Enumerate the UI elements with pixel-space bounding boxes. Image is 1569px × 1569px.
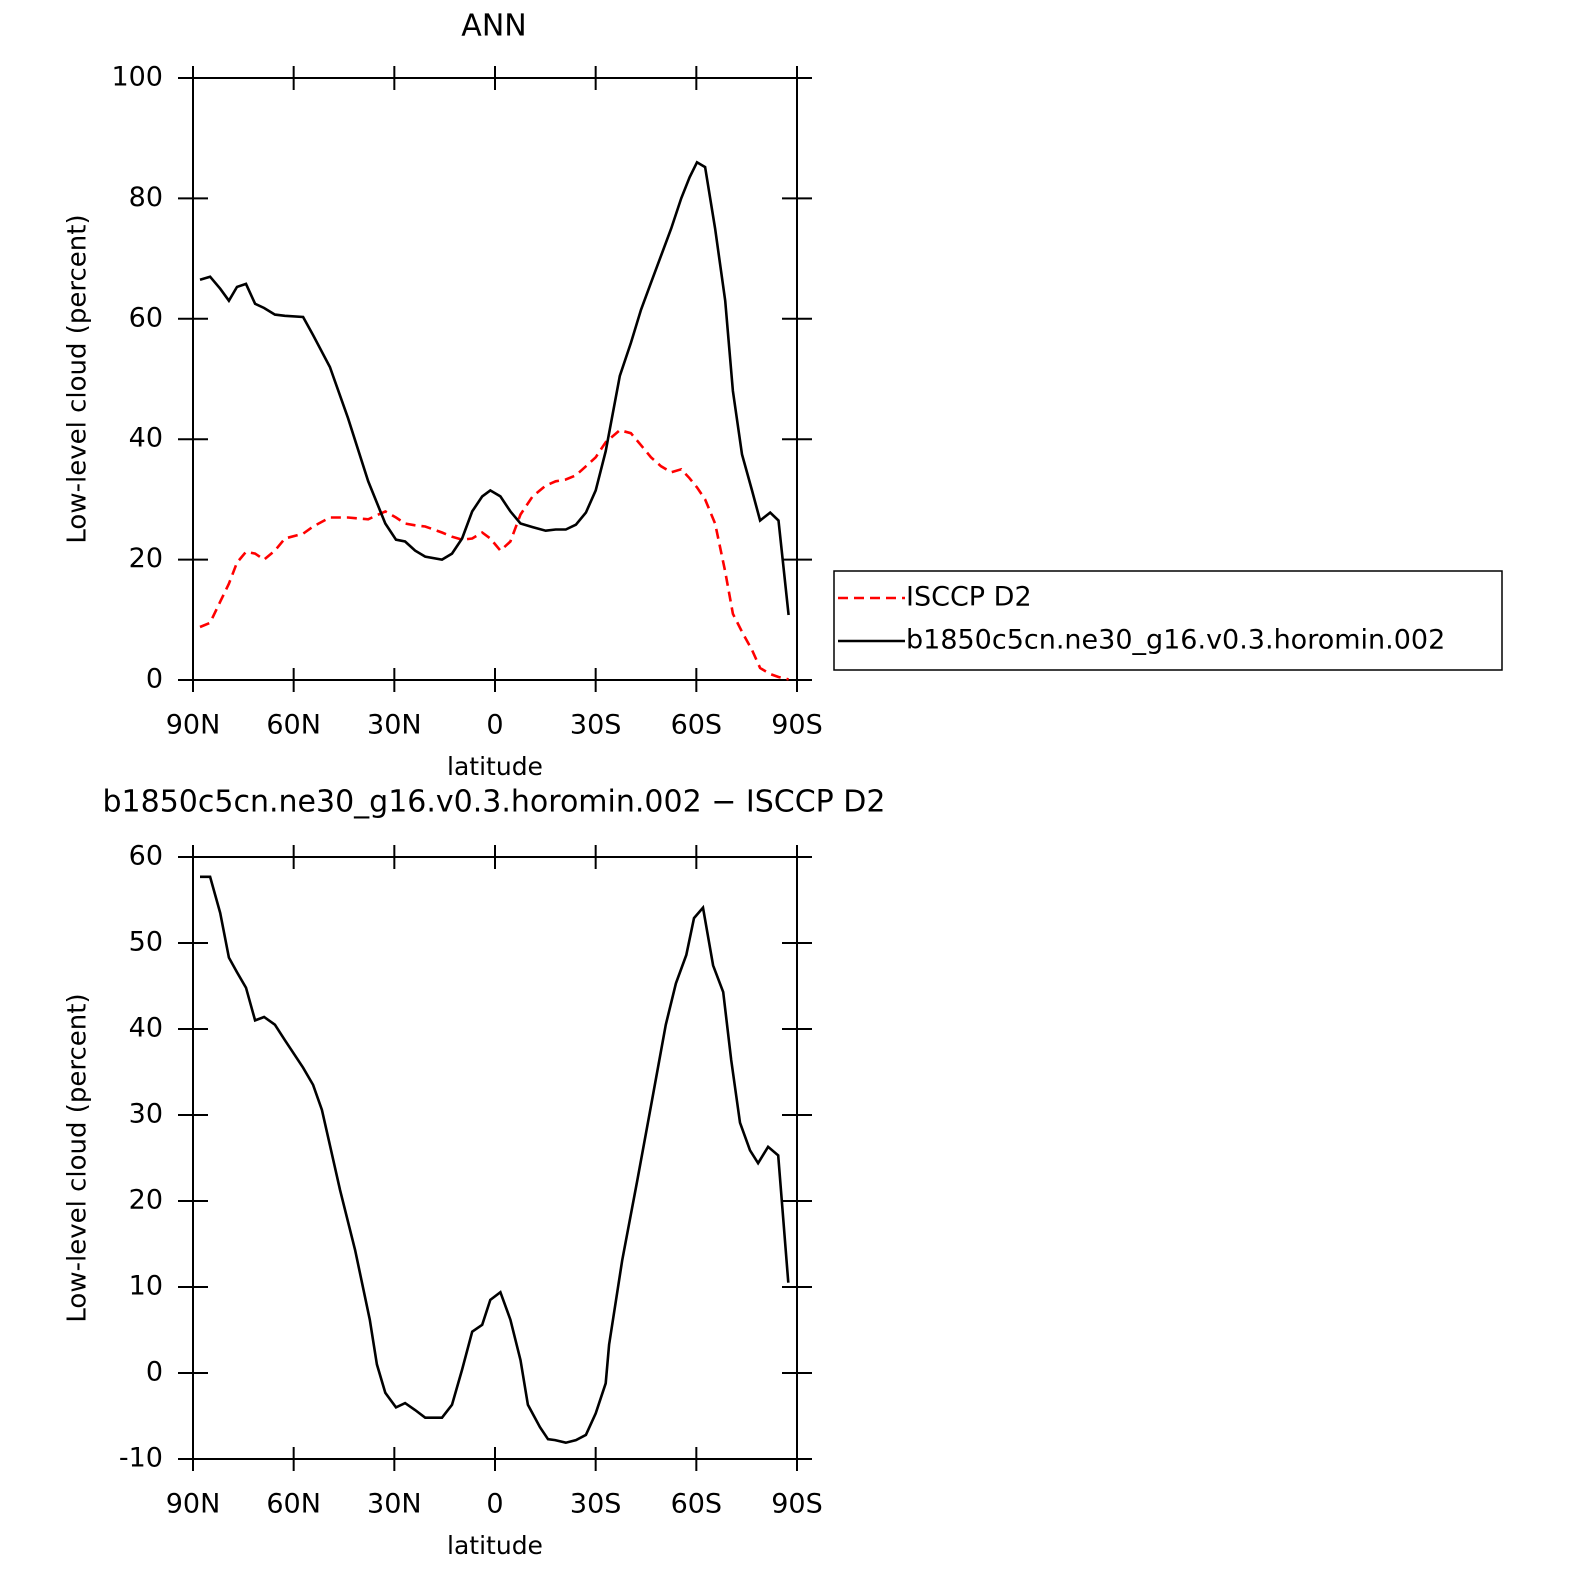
y-tick-label: 0 [146,1357,163,1388]
x-axis-label: latitude [447,1531,543,1560]
y-axis-label: Low-level cloud (percent) [63,993,93,1322]
x-tick-label: 60S [671,1489,723,1520]
y-tick-label: 80 [129,182,163,213]
legend-box [833,570,1503,671]
y-tick-label: 30 [129,1099,163,1130]
x-tick-label: 90S [771,1489,823,1520]
x-tick-label: 90N [166,1489,221,1520]
x-tick-label: 60N [266,1489,321,1520]
legend-label: b1850c5cn.ne30_g16.v0.3.horomin.002 [906,625,1445,656]
x-tick-label: 60S [671,710,723,741]
y-tick-label: 60 [129,302,163,333]
x-tick-label: 30S [570,1489,622,1520]
x-tick-label: 30N [367,1489,422,1520]
y-tick-label: 40 [129,423,163,454]
x-axis-label: latitude [447,752,543,781]
y-tick-label: 20 [129,543,163,574]
x-tick-label: 30N [367,710,422,741]
y-tick-label: 10 [129,1271,163,1302]
x-tick-label: 0 [486,1489,503,1520]
data-line [199,160,790,616]
chart-title: ANN [461,9,526,44]
legend-label: ISCCP D2 [906,582,1032,613]
plot-frame [192,856,798,1460]
data-line [200,875,790,1445]
y-axis-label: Low-level cloud (percent) [63,214,93,543]
x-tick-label: 90N [166,710,221,741]
y-tick-label: 40 [129,1013,163,1044]
y-tick-label: -10 [119,1443,163,1474]
y-tick-label: 20 [129,1185,163,1216]
y-tick-label: 50 [129,927,163,958]
y-tick-label: 100 [111,62,163,93]
chart-title: b1850c5cn.ne30_g16.v0.3.horomin.002 − IS… [103,785,886,820]
x-tick-label: 30S [570,710,622,741]
y-tick-label: 60 [129,841,163,872]
x-tick-label: 0 [486,710,503,741]
data-line [199,428,789,681]
y-tick-label: 0 [146,664,163,695]
x-tick-label: 90S [771,710,823,741]
x-tick-label: 60N [266,710,321,741]
